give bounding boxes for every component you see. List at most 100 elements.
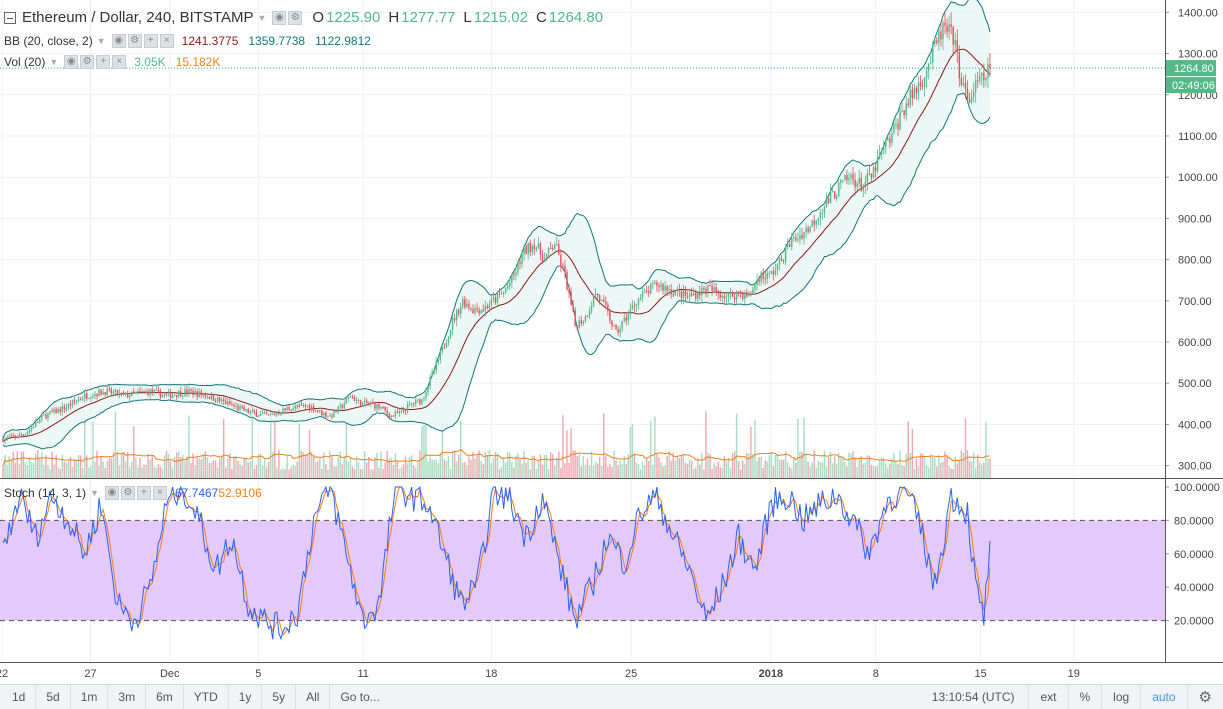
candle: [241, 404, 243, 410]
timeframe-6m[interactable]: 6m: [146, 684, 184, 709]
collapse-icon[interactable]: [4, 11, 16, 24]
utc-clock[interactable]: 13:10:54 (UTC): [931, 690, 1015, 704]
volume-bar: [739, 469, 742, 478]
candle: [178, 389, 180, 399]
volume-bar: [79, 455, 82, 478]
candle-body: [296, 405, 298, 407]
candle: [813, 215, 815, 232]
candle: [656, 279, 658, 292]
settings-icon[interactable]: ⚙: [127, 34, 142, 48]
volume-bar: [269, 412, 272, 478]
candle-body: [893, 124, 895, 134]
candle: [823, 205, 826, 218]
stoch-d-line: [2, 486, 991, 636]
price-pane[interactable]: [2, 0, 991, 478]
candle-body: [621, 321, 623, 329]
timeframe-1m[interactable]: 1m: [71, 684, 109, 709]
stochastic-pane[interactable]: [0, 485, 1165, 641]
chevron-down-icon[interactable]: ▼: [257, 12, 267, 23]
volume-bar: [69, 457, 72, 478]
candle-body: [427, 386, 429, 393]
candle-body: [112, 391, 115, 394]
candle: [925, 66, 928, 89]
volume-bar: [28, 457, 31, 478]
auto-toggle[interactable]: auto: [1140, 684, 1186, 709]
candle: [678, 283, 681, 297]
candle-body: [429, 376, 431, 387]
candle: [668, 285, 670, 296]
timeframe-all[interactable]: All: [296, 684, 331, 709]
candle: [695, 289, 697, 302]
candle: [827, 197, 830, 204]
candle: [690, 287, 693, 297]
candle: [974, 73, 977, 103]
settings-button[interactable]: ⚙: [1186, 684, 1223, 709]
candle: [770, 270, 773, 275]
candle-body: [717, 290, 719, 294]
candle-body: [509, 282, 511, 286]
candle-body: [284, 408, 286, 411]
eye-icon[interactable]: ◉: [111, 34, 126, 48]
candle-body: [265, 412, 268, 415]
close-icon[interactable]: ×: [152, 486, 167, 500]
volume-bar: [662, 466, 664, 478]
close-icon[interactable]: ×: [112, 55, 127, 69]
candle-body: [854, 179, 856, 188]
timeframe-5y[interactable]: 5y: [262, 684, 297, 709]
add-icon[interactable]: +: [143, 34, 158, 48]
timeframe-5d[interactable]: 5d: [36, 684, 71, 709]
candle-body: [145, 391, 147, 393]
candle: [752, 285, 754, 295]
candle: [112, 389, 115, 397]
chevron-down-icon[interactable]: ▼: [49, 57, 59, 67]
eye-icon[interactable]: ◉: [272, 10, 287, 25]
chevron-down-icon[interactable]: ▼: [96, 36, 106, 46]
settings-icon[interactable]: ⚙: [288, 10, 303, 25]
candle-body: [290, 409, 292, 411]
goto-button[interactable]: Go to...: [340, 690, 380, 704]
add-icon[interactable]: +: [136, 486, 151, 500]
ext-toggle[interactable]: ext: [1028, 684, 1067, 709]
candle: [304, 403, 307, 410]
percent-toggle[interactable]: %: [1067, 684, 1102, 709]
candle-body: [588, 310, 591, 317]
candle: [977, 71, 979, 88]
timeframe-ytd[interactable]: YTD: [184, 684, 229, 709]
close-icon[interactable]: ×: [159, 34, 174, 48]
candle: [169, 388, 172, 401]
chart-area[interactable]: 1400.00 1300.00 1200.00 1100.00 1000.00 900.0…: [0, 0, 1223, 684]
timeframe-1d[interactable]: 1d: [0, 684, 37, 709]
volume-bar: [53, 464, 55, 478]
volume-bar: [784, 451, 787, 478]
candle: [316, 410, 319, 414]
candle-body: [488, 305, 491, 309]
eye-icon[interactable]: ◉: [104, 486, 119, 500]
candle-body: [574, 310, 576, 326]
volume-bar: [932, 457, 934, 478]
settings-icon[interactable]: ⚙: [80, 55, 95, 69]
volume-bar: [408, 457, 411, 478]
price-tick-label: 300.00: [1178, 461, 1212, 473]
candle-body: [670, 289, 672, 295]
volume-bar: [725, 461, 728, 478]
log-toggle[interactable]: log: [1101, 684, 1140, 709]
candle: [153, 389, 155, 396]
timeframe-3m[interactable]: 3m: [108, 684, 147, 709]
timeframe-1y[interactable]: 1y: [229, 684, 263, 709]
candle: [384, 405, 386, 413]
volume-bar: [504, 462, 507, 478]
candle: [654, 279, 656, 285]
volume-bar: [208, 463, 211, 478]
candle-body: [523, 245, 525, 255]
eye-icon[interactable]: ◉: [64, 55, 79, 69]
candle: [742, 291, 744, 302]
add-icon[interactable]: +: [96, 55, 111, 69]
settings-icon[interactable]: ⚙: [120, 486, 135, 500]
volume-bar: [453, 450, 456, 478]
candle-body: [216, 397, 219, 402]
volume-bar: [149, 459, 151, 478]
volume-bar: [120, 453, 123, 478]
candle: [717, 289, 719, 300]
volume-bar: [220, 456, 223, 478]
chevron-down-icon[interactable]: ▼: [90, 488, 99, 498]
